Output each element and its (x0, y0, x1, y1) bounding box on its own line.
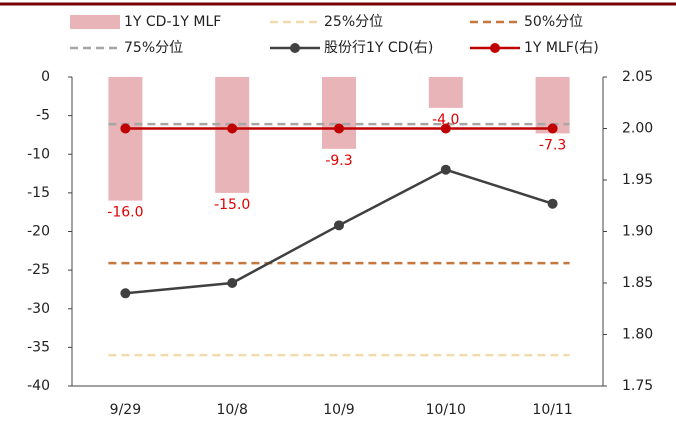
bar (428, 77, 463, 108)
y2-tick-label: 1.75 (622, 378, 653, 394)
y-tick-label: -35 (27, 339, 50, 355)
data-label: -15.0 (214, 197, 250, 213)
y-tick-label: -15 (27, 185, 50, 201)
marker (440, 123, 451, 134)
x-tick-label: 10/10 (426, 402, 466, 418)
data-label: -16.0 (107, 205, 143, 221)
legend-label: 股份行1Y CD(右) (324, 40, 433, 56)
y-tick-label: -5 (36, 108, 50, 124)
data-label: -9.3 (325, 153, 352, 169)
line (125, 168, 553, 295)
y-tick-label: -20 (27, 224, 50, 240)
y-tick-label: -25 (27, 262, 50, 278)
data-label: -4.0 (432, 112, 459, 128)
y2-tick-label: 2.05 (622, 69, 653, 85)
legend-label: 50%分位 (524, 14, 583, 30)
y-tick-label: -30 (27, 301, 50, 317)
x-tick-label: 10/8 (216, 402, 247, 418)
y-tick-label: -10 (27, 146, 50, 162)
x-tick-label: 9/29 (110, 402, 141, 418)
legend-label: 25%分位 (324, 14, 383, 30)
marker (547, 198, 558, 209)
bar (322, 77, 356, 149)
legend-swatch (70, 15, 120, 29)
marker (440, 164, 451, 175)
marker (227, 123, 238, 134)
x-tick-label: 10/9 (323, 402, 354, 418)
y2-tick-label: 1.90 (622, 224, 653, 240)
legend-label: 1Y CD-1Y MLF (124, 14, 221, 30)
legend-label: 1Y MLF(右) (524, 40, 599, 56)
marker (120, 123, 131, 134)
legend-marker (290, 43, 300, 53)
y2-tick-label: 1.80 (622, 327, 653, 343)
y-tick-label: 0 (41, 69, 50, 85)
x-tick-label: 10/11 (532, 402, 572, 418)
marker (120, 288, 131, 299)
y2-tick-label: 1.95 (622, 172, 653, 188)
y2-tick-label: 2.00 (622, 121, 653, 137)
legend-marker (490, 43, 500, 53)
y2-tick-label: 1.85 (622, 275, 653, 291)
marker (227, 278, 238, 288)
y-tick-label: -40 (27, 378, 50, 394)
bar (215, 77, 250, 193)
marker (334, 220, 344, 231)
data-label: -7.3 (539, 137, 566, 153)
marker (334, 123, 344, 134)
bar (108, 77, 143, 201)
marker (547, 123, 558, 134)
legend-label: 75%分位 (124, 40, 183, 56)
